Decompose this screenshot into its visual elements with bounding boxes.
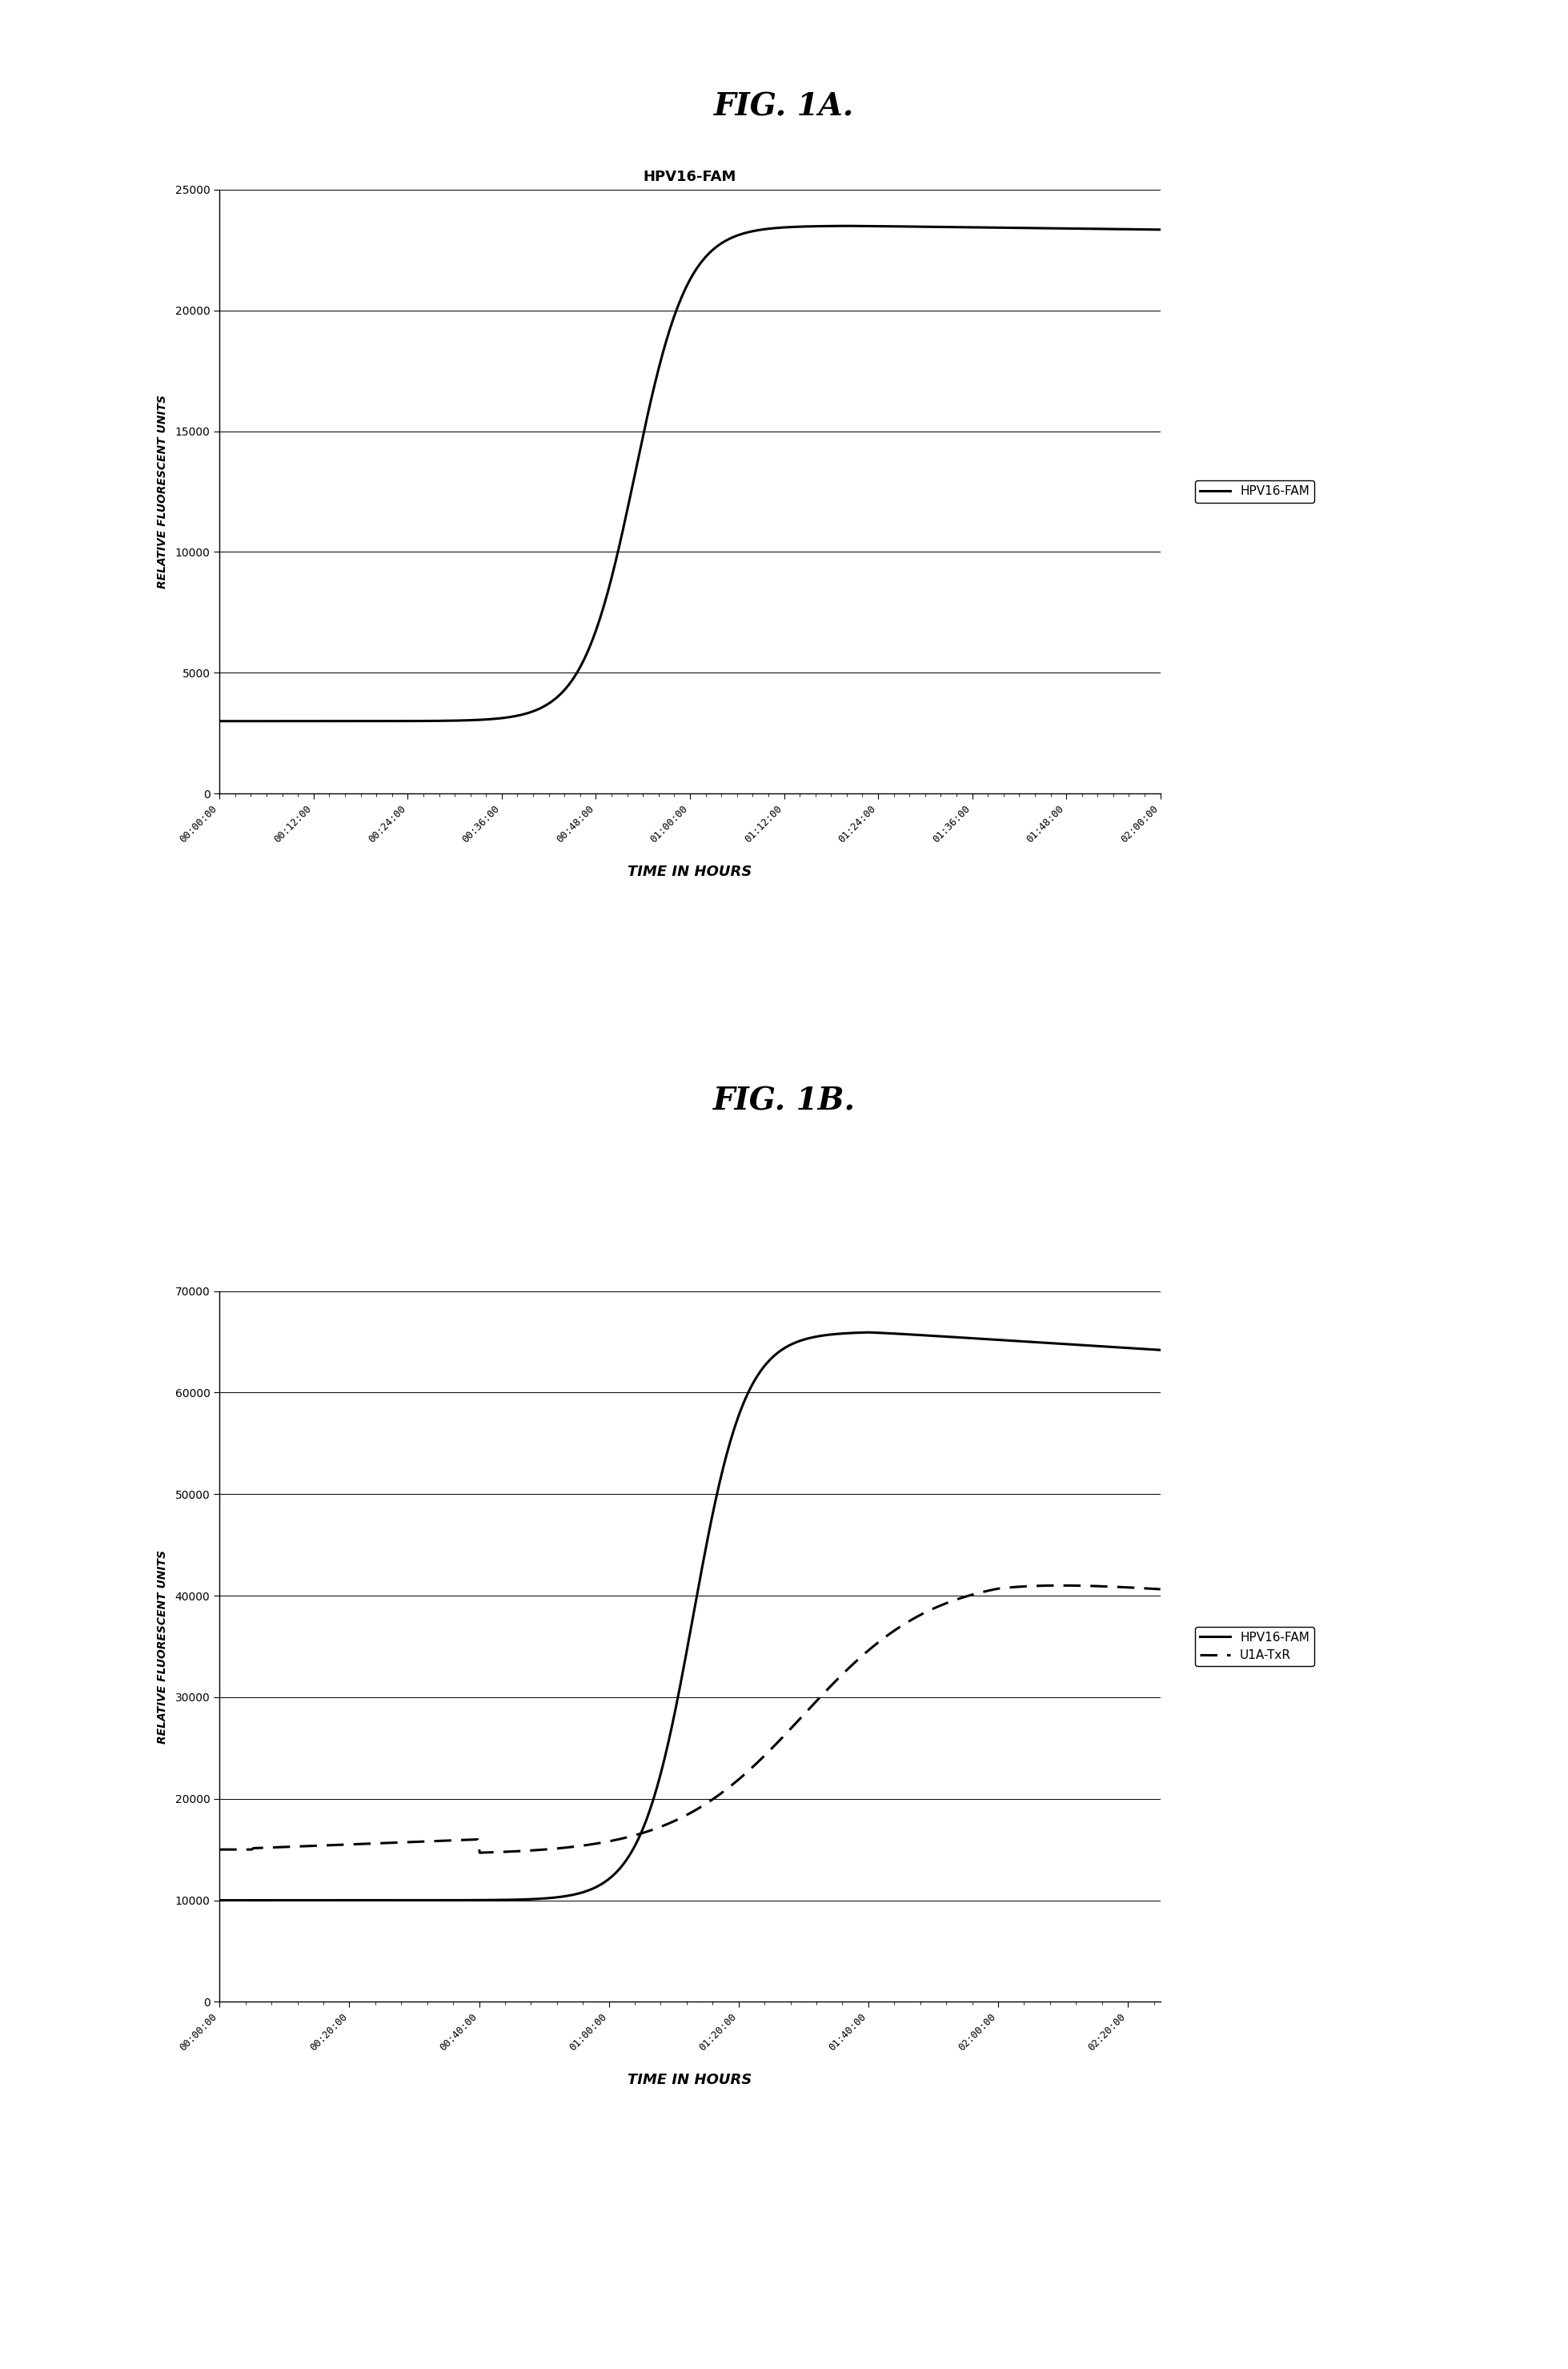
HPV16-FAM xyxy=(770,213,789,242)
U1A-TxR xyxy=(210,1836,229,1864)
Line: HPV16-FAM: HPV16-FAM xyxy=(220,225,1160,720)
Line: U1A-TxR: U1A-TxR xyxy=(220,1585,1160,1853)
Text: FIG. 1B.: FIG. 1B. xyxy=(713,1087,855,1116)
U1A-TxR xyxy=(470,1838,489,1867)
X-axis label: TIME IN HOURS: TIME IN HOURS xyxy=(627,2073,753,2087)
HPV16-FAM xyxy=(770,1336,789,1365)
Y-axis label: RELATIVE FLUORESCENT UNITS: RELATIVE FLUORESCENT UNITS xyxy=(157,396,168,588)
U1A-TxR xyxy=(665,1808,684,1836)
U1A-TxR xyxy=(1151,1575,1170,1604)
Title: HPV16-FAM: HPV16-FAM xyxy=(643,171,737,185)
U1A-TxR xyxy=(1132,1573,1151,1601)
Y-axis label: RELATIVE FLUORESCENT UNITS: RELATIVE FLUORESCENT UNITS xyxy=(157,1549,168,1744)
U1A-TxR xyxy=(659,1810,677,1838)
HPV16-FAM xyxy=(657,1736,676,1765)
Legend: HPV16-FAM, U1A-TxR: HPV16-FAM, U1A-TxR xyxy=(1195,1628,1314,1665)
U1A-TxR xyxy=(771,1725,790,1753)
HPV16-FAM xyxy=(210,1886,229,1914)
HPV16-FAM xyxy=(210,706,229,734)
U1A-TxR xyxy=(1051,1571,1069,1599)
HPV16-FAM xyxy=(1151,1336,1170,1365)
HPV16-FAM xyxy=(1131,216,1149,244)
HPV16-FAM xyxy=(1131,1334,1149,1362)
U1A-TxR xyxy=(983,1575,1002,1604)
HPV16-FAM xyxy=(983,1324,1002,1353)
HPV16-FAM xyxy=(720,225,739,253)
HPV16-FAM xyxy=(657,327,676,355)
HPV16-FAM xyxy=(859,1317,878,1346)
HPV16-FAM xyxy=(1151,216,1170,244)
Text: FIG. 1A.: FIG. 1A. xyxy=(713,92,855,121)
Legend: HPV16-FAM: HPV16-FAM xyxy=(1195,481,1314,502)
Line: HPV16-FAM: HPV16-FAM xyxy=(220,1331,1160,1900)
X-axis label: TIME IN HOURS: TIME IN HOURS xyxy=(627,865,753,879)
HPV16-FAM xyxy=(837,211,856,239)
HPV16-FAM xyxy=(663,1713,682,1741)
U1A-TxR xyxy=(721,1772,740,1800)
HPV16-FAM xyxy=(663,308,682,336)
HPV16-FAM xyxy=(720,1433,739,1462)
HPV16-FAM xyxy=(983,213,1002,242)
